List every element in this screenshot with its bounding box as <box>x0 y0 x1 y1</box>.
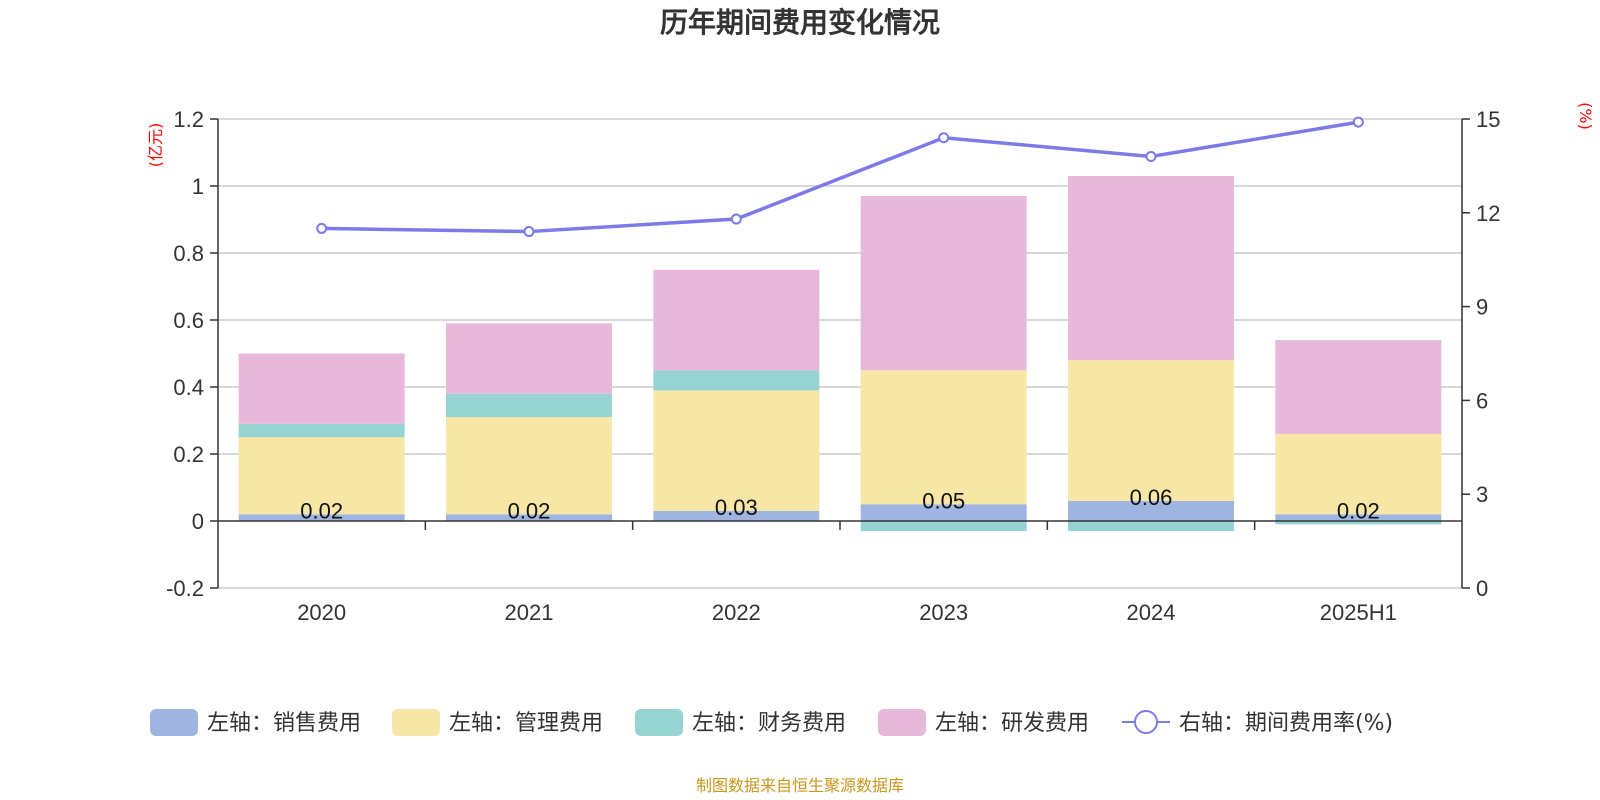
labels-layer: 0.02 0.02 0.03 0.05 0.06 0.02 <box>300 485 1379 523</box>
legend-label: 左轴：财务费用 <box>692 711 846 736</box>
left-axis-tick-label: 0 <box>192 509 204 534</box>
bar-segment <box>238 437 405 515</box>
line-point <box>1352 116 1364 128</box>
source-note: 制图数据来自恒生聚源数据库 <box>696 776 904 795</box>
line-point <box>730 213 742 225</box>
chart-title: 历年期间费用变化情况 <box>660 6 940 39</box>
bar-segment <box>1068 175 1234 361</box>
bar-segment <box>446 393 612 418</box>
legend-swatch <box>150 709 198 736</box>
legend-swatch <box>635 709 683 736</box>
left-axis-tick-label: 0.4 <box>173 375 204 400</box>
left-axis-tick-label: 0.8 <box>173 241 204 266</box>
legend-label: 右轴：期间费用率(%) <box>1179 711 1393 736</box>
line-point <box>938 132 950 144</box>
bars-layer <box>238 175 1442 532</box>
right-axis-tick-label: 9 <box>1476 295 1488 320</box>
data-label: 0.06 <box>1130 485 1173 510</box>
bar-segment <box>446 514 612 521</box>
x-axis-tick-label: 2022 <box>712 600 761 625</box>
legend: 左轴：销售费用 左轴：管理费用 左轴：财务费用 左轴：研发费用 右轴：期间费用率(%) <box>150 709 1393 736</box>
right-axis-unit: (%) <box>1576 102 1595 130</box>
x-axis-tick-label: 2020 <box>297 600 346 625</box>
bar-segment <box>860 196 1027 371</box>
bar-segment <box>1275 340 1442 434</box>
bar-segment <box>653 390 820 511</box>
data-label: 0.02 <box>508 498 551 523</box>
left-axis-tick-label: 0.2 <box>173 442 204 467</box>
data-label: 0.02 <box>300 498 343 523</box>
x-axis-tick-label: 2021 <box>505 600 554 625</box>
left-axis-unit: (亿元) <box>146 123 165 168</box>
legend-swatch <box>392 709 440 736</box>
line-series-path <box>321 120 1359 234</box>
bar-segment <box>1068 500 1234 521</box>
bar-segment <box>653 269 820 371</box>
bar-segment <box>446 417 612 515</box>
legend-label: 左轴：研发费用 <box>935 711 1089 736</box>
bar-segment <box>1275 433 1442 515</box>
legend-label: 左轴：销售费用 <box>207 711 361 736</box>
bar-segment <box>860 504 1027 521</box>
x-axis-tick-label: 2023 <box>919 600 968 625</box>
bar-segment <box>1275 514 1442 521</box>
data-label: 0.02 <box>1337 498 1380 523</box>
right-axis-tick-label: 15 <box>1476 107 1500 132</box>
legend-marker <box>1134 710 1158 734</box>
bar-segment <box>238 514 405 521</box>
data-label: 0.05 <box>922 488 965 513</box>
line-point <box>1145 151 1157 163</box>
left-axis-tick-label: 1 <box>192 174 204 199</box>
bar-segment <box>238 423 405 438</box>
left-axis-tick-label: 0.6 <box>173 308 204 333</box>
line-point <box>523 226 535 238</box>
right-axis-tick-label: 3 <box>1476 482 1488 507</box>
line-point <box>316 222 328 234</box>
data-label: 0.03 <box>715 495 758 520</box>
line-layer <box>316 116 1364 238</box>
legend-swatch <box>878 709 926 736</box>
bar-segment <box>1275 521 1442 525</box>
right-axis-tick-label: 0 <box>1476 576 1488 601</box>
axes-layer: 1.2 1 0.8 0.6 0.4 0.2 0 -0.2 15 12 9 6 3 0 2020 2021 202… <box>166 107 1500 625</box>
bar-segment <box>1068 360 1234 501</box>
bar-segment <box>238 353 405 424</box>
right-axis-tick-label: 6 <box>1476 388 1488 413</box>
x-axis-tick-label: 2024 <box>1127 600 1176 625</box>
bar-segment <box>653 510 820 521</box>
bar-segment <box>653 370 820 391</box>
bar-segment <box>860 370 1027 505</box>
grid-layer <box>218 118 1462 589</box>
legend-label: 左轴：管理费用 <box>449 711 603 736</box>
left-axis-tick-label: -0.2 <box>166 576 204 601</box>
left-axis-tick-label: 1.2 <box>173 107 204 132</box>
bar-segment <box>860 521 1027 532</box>
bar-segment <box>446 323 612 394</box>
right-axis-tick-label: 12 <box>1476 201 1500 226</box>
bar-segment <box>1068 521 1234 532</box>
x-axis-tick-label: 2025H1 <box>1320 600 1397 625</box>
